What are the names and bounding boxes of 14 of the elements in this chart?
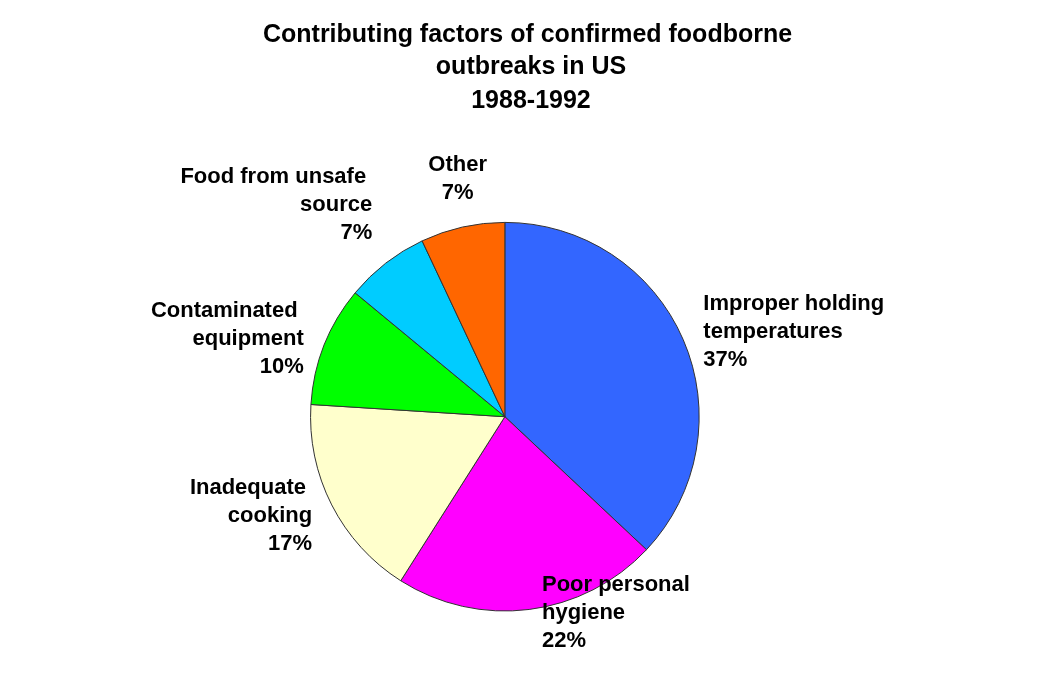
data-label: 22% [541,626,587,652]
data-label: 7% [340,219,373,245]
slice-label: Other [428,151,488,177]
slice-label: Improper holding temperatures [703,290,891,344]
data-label: 7% [441,179,474,205]
slice-label: Contaminated equipment [150,296,305,350]
chart-title: Contributing factors of confirmed foodborne outbreaks in US [262,19,800,79]
slice-label: Inadequate cooking [189,474,313,528]
chart-subtitle: 1988-1992 [471,85,591,113]
data-label: 17% [268,530,313,556]
data-label: 10% [259,352,304,378]
data-label: 37% [703,346,748,372]
slice-label: Food from unsafe source [180,163,373,217]
slice-label: Poor personal hygiene [541,570,697,624]
